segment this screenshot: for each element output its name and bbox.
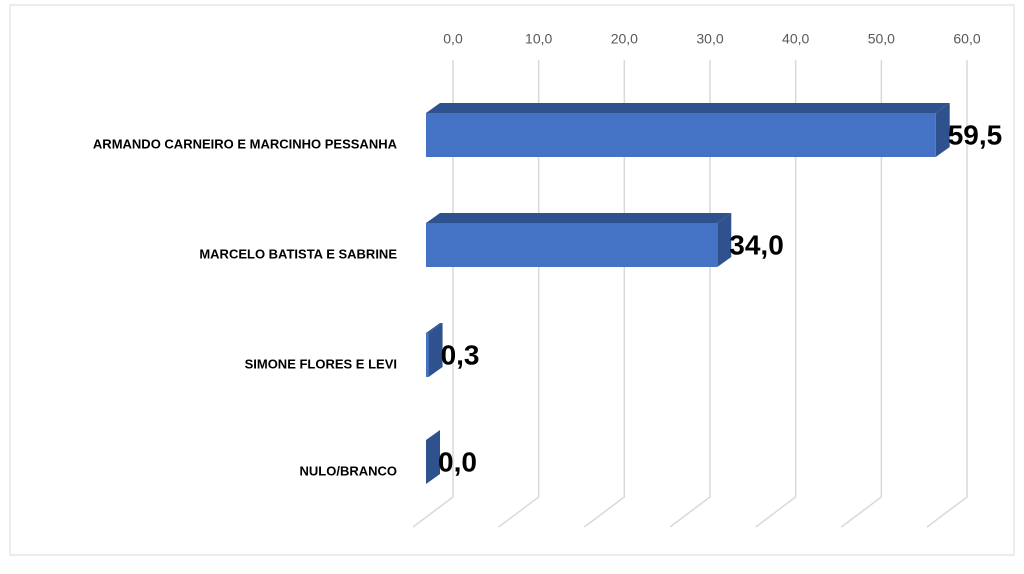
bar bbox=[426, 333, 429, 377]
value-label: 34,0 bbox=[729, 229, 784, 260]
bar-side bbox=[935, 103, 950, 157]
bar bbox=[426, 113, 936, 157]
chart-border bbox=[9, 4, 1015, 556]
bar-side bbox=[426, 430, 440, 484]
value-label: 59,5 bbox=[948, 119, 1003, 150]
bar-top bbox=[426, 213, 732, 223]
category-label: SIMONE FLORES E LEVI bbox=[245, 356, 397, 371]
value-label: 0,3 bbox=[441, 339, 480, 370]
grid-line bbox=[583, 60, 626, 528]
x-tick-label: 50,0 bbox=[868, 31, 895, 47]
x-tick-label: 30,0 bbox=[696, 31, 723, 47]
x-tick-label: 10,0 bbox=[525, 31, 552, 47]
bar-top bbox=[426, 103, 950, 113]
x-tick-label: 20,0 bbox=[611, 31, 638, 47]
category-label: ARMANDO CARNEIRO E MARCINHO PESSANHA bbox=[93, 136, 398, 151]
bar-side bbox=[428, 323, 443, 377]
bar-side bbox=[717, 213, 732, 267]
grid-line bbox=[926, 60, 968, 528]
bar bbox=[426, 223, 718, 267]
value-label: 0,0 bbox=[438, 446, 477, 477]
grid-line bbox=[498, 60, 540, 528]
grid-line bbox=[412, 60, 454, 528]
x-tick-label: 40,0 bbox=[782, 31, 809, 47]
category-label: NULO/BRANCO bbox=[300, 463, 398, 478]
grid-line bbox=[669, 60, 711, 528]
bar-top bbox=[426, 323, 443, 333]
grid-line bbox=[755, 60, 797, 528]
grid-line bbox=[840, 60, 883, 528]
category-label: MARCELO BATISTA E SABRINE bbox=[199, 246, 397, 261]
x-tick-label: 0,0 bbox=[443, 31, 463, 47]
x-tick-label: 60,0 bbox=[953, 31, 980, 47]
